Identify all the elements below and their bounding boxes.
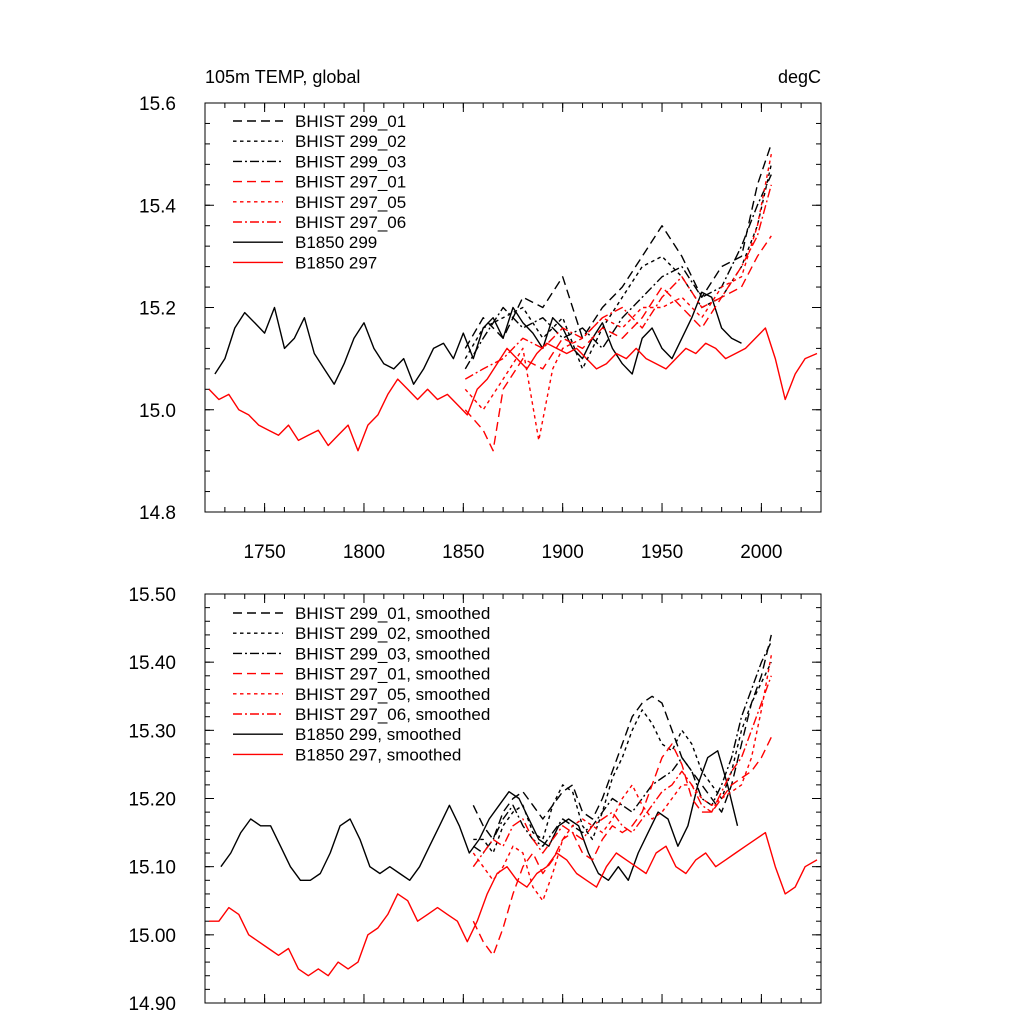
top-y-tick-label: 15.0	[139, 401, 176, 422]
bottom-y-tick-label: 15.20	[128, 790, 176, 811]
top-series-line-bhist-299-01	[464, 143, 772, 349]
bottom-panel-ticks: 14.90 15.00 15.10 15.20 15.30 15.40 15.50	[128, 585, 822, 1015]
top-x-tick-label: 1750	[243, 542, 285, 563]
bottom-panel-series	[209, 634, 818, 977]
top-x-tick-label: 1950	[641, 542, 683, 563]
bottom-legend-label: BHIST 299_03, smoothed	[295, 644, 490, 663]
top-legend-label: BHIST 299_01	[295, 112, 406, 131]
top-series-line-bhist-299-03	[464, 174, 772, 370]
bottom-series-line-b1850-299-smoothed	[220, 750, 739, 881]
top-panel-units: degC	[778, 67, 821, 87]
bottom-legend-label: BHIST 297_05, smoothed	[295, 685, 490, 704]
bottom-legend-label: B1850 297, smoothed	[295, 745, 461, 764]
bottom-y-tick-label: 15.50	[128, 585, 176, 606]
bottom-legend-label: BHIST 299_02, smoothed	[295, 624, 490, 643]
bottom-series-line-bhist-299-01-smoothed	[472, 634, 772, 841]
top-x-tick-label: 1900	[542, 542, 584, 563]
top-series-line-bhist-299-02	[464, 164, 772, 370]
top-legend-label: BHIST 297_05	[295, 193, 406, 212]
top-panel-frame	[204, 102, 822, 513]
top-legend-label: BHIST 299_02	[295, 132, 406, 151]
top-y-tick-label: 15.6	[139, 94, 176, 115]
top-series-line-bhist-297-06	[464, 184, 772, 380]
top-legend-label: BHIST 297_06	[295, 213, 406, 232]
bottom-panel-frame	[204, 593, 822, 1004]
bottom-y-tick-label: 15.30	[128, 721, 176, 742]
top-legend-label: BHIST 299_03	[295, 152, 406, 171]
top-legend-label: B1850 299	[295, 233, 377, 252]
bottom-series-line-b1850-297-smoothed	[209, 831, 818, 977]
bottom-series-line-bhist-297-05-smoothed	[472, 655, 772, 902]
top-legend-label: BHIST 297_01	[295, 173, 406, 192]
bottom-legend-label: BHIST 297_01, smoothed	[295, 665, 490, 684]
top-x-tick-label: 2000	[740, 542, 782, 563]
top-panel-title: 105m TEMP, global	[205, 67, 360, 87]
top-y-tick-label: 15.4	[139, 196, 176, 217]
top-series-line-b1850-299	[214, 291, 742, 385]
bottom-legend-label: BHIST 299_01, smoothed	[295, 604, 490, 623]
bottom-y-tick-label: 15.40	[128, 653, 176, 674]
top-panel: 105m TEMP, global degC 14.815.015.215.41…	[139, 67, 822, 563]
top-y-tick-label: 14.8	[139, 503, 176, 524]
bottom-y-tick-label: 14.90	[128, 994, 176, 1015]
bottom-legend-label: B1850 299, smoothed	[295, 725, 461, 744]
bottom-y-tick-label: 15.00	[128, 926, 176, 947]
bottom-y-tick-label: 15.10	[128, 858, 176, 879]
bottom-series-line-bhist-299-02-smoothed	[473, 661, 772, 854]
bottom-series-line-bhist-297-01-smoothed	[472, 736, 772, 956]
top-y-tick-label: 15.2	[139, 299, 176, 320]
top-legend-label: B1850 297	[295, 253, 377, 272]
top-series-line-bhist-297-01	[464, 235, 772, 452]
bottom-series-line-bhist-297-06-smoothed	[472, 675, 772, 868]
top-panel-ticks: 14.8 15.0 15.2 15.4 15.6 1750 1800 1850 1900 1950…	[139, 94, 822, 563]
top-x-tick-label: 1800	[343, 542, 385, 563]
top-panel-series	[208, 143, 818, 452]
bottom-panel: 14.90 15.00 15.10 15.20 15.30 15.40 15.50 BHIS…	[128, 585, 822, 1015]
top-series-line-bhist-297-05	[464, 153, 772, 442]
top-series-line-b1850-297	[208, 327, 818, 452]
bottom-series-line-bhist-299-03-smoothed	[472, 641, 772, 854]
bottom-legend-label: BHIST 297_06, smoothed	[295, 705, 490, 724]
top-x-tick-label: 1850	[442, 542, 484, 563]
